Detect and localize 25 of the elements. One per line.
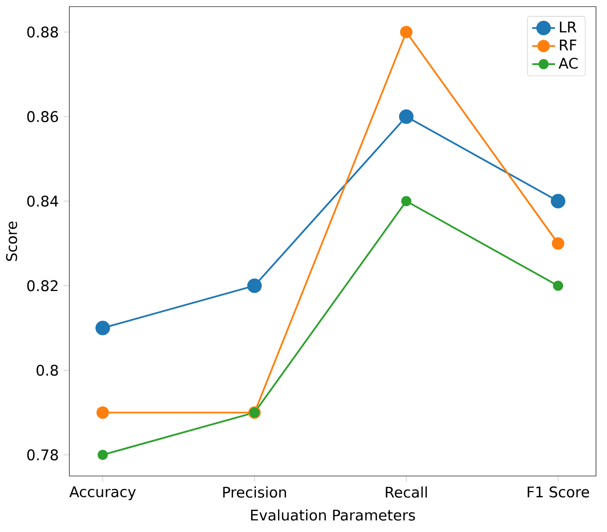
legend-label: AC xyxy=(558,58,578,69)
point xyxy=(96,406,109,419)
legend-label: RF xyxy=(560,40,576,50)
y-tick-label: 0.88 xyxy=(27,26,58,38)
y-tick-label: 0.82 xyxy=(27,280,58,292)
point xyxy=(550,194,566,208)
point xyxy=(399,109,414,124)
x-axis-title: Evaluation Parameters xyxy=(251,509,415,521)
point xyxy=(552,237,564,250)
x-tick-label: Precision xyxy=(223,486,286,498)
point xyxy=(400,26,412,38)
y-tick-label: 0.86 xyxy=(27,111,58,122)
y-tick-label: 0.78 xyxy=(27,449,58,460)
x-tick-label: Recall xyxy=(386,486,427,498)
point xyxy=(95,320,110,336)
point xyxy=(401,196,412,206)
y-tick-label: 0.84 xyxy=(27,196,58,207)
point xyxy=(98,450,108,460)
x-tick-label: F1 Score xyxy=(528,486,590,498)
legend-label: LR xyxy=(560,22,576,32)
y-axis-title: Score xyxy=(6,222,18,261)
point xyxy=(247,278,262,293)
y-tick-label: 0.8 xyxy=(36,364,58,376)
x-tick-label: Accuracy xyxy=(69,486,136,500)
point xyxy=(552,280,564,291)
